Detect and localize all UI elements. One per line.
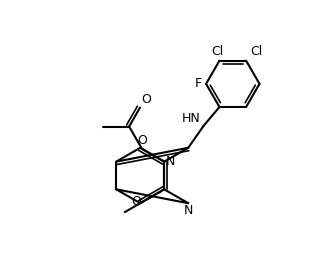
- Text: O: O: [137, 134, 147, 147]
- Text: N: N: [166, 155, 176, 168]
- Text: O: O: [131, 195, 141, 208]
- Text: Cl: Cl: [211, 45, 224, 58]
- Text: HN: HN: [182, 112, 200, 125]
- Text: O: O: [141, 93, 151, 106]
- Text: F: F: [195, 77, 202, 90]
- Text: Cl: Cl: [250, 45, 262, 58]
- Text: N: N: [184, 204, 193, 217]
